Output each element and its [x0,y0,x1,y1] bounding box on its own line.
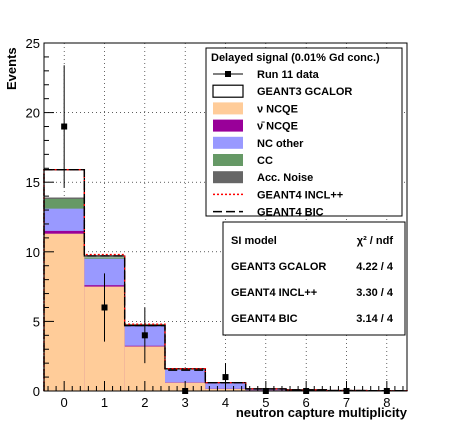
legend-label: GEANT4 INCL++ [257,189,343,201]
y-tick-label: 10 [26,245,40,260]
data-point [61,123,68,130]
legend-label: Acc. Noise [257,172,313,184]
legend-swatch [213,102,243,115]
chi2-header-model: SI model [231,235,277,247]
legend-label: GEANT3 GCALOR [257,86,352,98]
legend-label: NC other [257,138,304,150]
x-tick-label: 3 [182,395,189,410]
x-axis-label: neutron capture multiplicity [236,405,408,420]
legend-box [205,47,403,217]
legend-entries: Run 11 data GEANT3 GCALOR ν NCQE ν̄ NCQE NC … [212,69,352,219]
legend-swatch [213,154,243,166]
chi2-row-model: GEANT3 GCALOR [231,261,326,273]
x-tick-label: 8 [383,395,390,410]
chi2-row-value: 4.22 / 4 [356,261,394,273]
legend-label: ν NCQE [257,103,298,115]
chi2-row-model: GEANT4 INCL++ [231,287,317,299]
x-tick-label: 2 [141,395,148,410]
legend: Delayed signal (0.01% Gd conc.) Run 11 d… [205,47,403,219]
y-tick-label: 5 [33,314,40,329]
data-point [222,374,229,381]
legend-swatch [213,136,243,149]
legend-title: Delayed signal (0.01% Gd conc.) [211,52,380,64]
x-tick-label: 5 [262,395,269,410]
stack-bar-ncqe [44,233,85,391]
y-tick-label: 15 [26,175,40,190]
x-tick-label: 7 [343,395,350,410]
legend-label: ν̄ NCQE [257,121,298,133]
y-tick-label: 25 [26,36,40,51]
legend-swatch [213,119,243,132]
chi2-row-value: 3.14 / 4 [356,313,394,325]
legend-swatch [212,84,244,98]
legend-swatch [213,171,243,184]
x-tick-label: 0 [61,395,68,410]
legend-label: GEANT4 BIC [257,207,324,219]
y-axis-label: Events [4,47,19,90]
y-tick-label: 20 [26,106,40,121]
legend-label: CC [257,155,273,167]
chi2-header-value: χ² / ndf [357,235,394,247]
x-tick-label: 6 [303,395,310,410]
chi2-row-value: 3.30 / 4 [356,287,394,299]
chi2-box [222,221,406,336]
legend-marker [225,71,231,77]
y-tick-label: 0 [33,384,40,399]
legend-label: Run 11 data [257,69,320,81]
data-point [141,332,148,339]
x-tick-label: 4 [222,395,229,410]
x-tick-label: 1 [101,395,108,410]
chi2-row-model: GEANT4 BIC [231,313,298,325]
series-line-geant4-incl- [43,168,408,392]
axes: 0 1 2 3 4 5 6 7 8 0 5 10 15 20 25 [26,36,404,410]
data-point [101,304,108,311]
chi2-table: SI model χ² / ndf GEANT3 GCALOR 4.22 / 4… [222,221,406,336]
